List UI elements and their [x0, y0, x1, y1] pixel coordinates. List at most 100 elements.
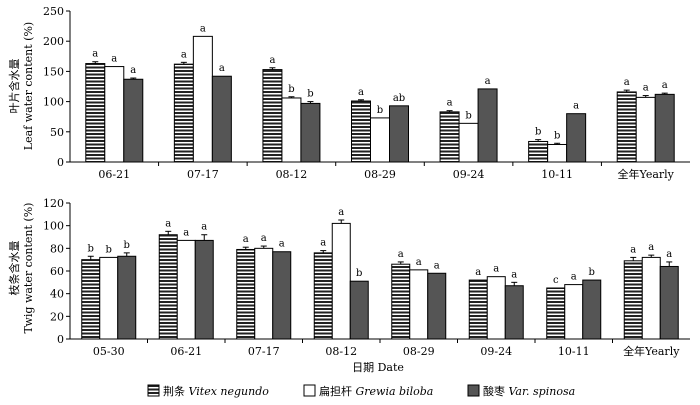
leaf-bar-vitex: [351, 100, 371, 163]
leaf-significance-label: a: [130, 65, 136, 76]
twig-category-label: 06-21: [170, 345, 202, 358]
leaf-bar-grewia: [458, 122, 479, 163]
leaf-y-tick-label: 150: [43, 65, 64, 78]
leaf-category-label: 08-12: [276, 168, 308, 181]
leaf-significance-label: a: [200, 23, 206, 34]
leaf-bar-grewia: [547, 143, 568, 163]
leaf-significance-label: b: [535, 127, 541, 138]
twig-bar-vitex: [623, 260, 643, 340]
twig-y-tick-label: 120: [43, 197, 64, 210]
leaf-significance-label: b: [465, 110, 471, 121]
leaf-category-label: 09-24: [453, 168, 485, 181]
leaf-y-axis-title: 叶片含水量 Leaf water content (%): [7, 22, 35, 150]
legend-swatch-vitex: [147, 384, 160, 397]
twig-bar-vitex: [391, 263, 411, 340]
twig-bar-ziziphus: [504, 285, 524, 340]
twig-category-label: 08-12: [325, 345, 357, 358]
leaf-significance-label: b: [554, 130, 560, 141]
leaf-bar-ziziphus: [211, 75, 232, 163]
leaf-y-tick-label: 50: [50, 126, 64, 139]
leaf-category-label: 08-29: [364, 168, 396, 181]
leaf-bar-ziziphus: [477, 88, 498, 163]
twig-significance-label: a: [279, 239, 285, 250]
leaf-significance-label: a: [358, 87, 364, 98]
twig-category-label: 07-17: [248, 345, 280, 358]
twig-bar-vitex: [236, 248, 256, 340]
legend-item-vitex: 荆条 Vitex negundo: [147, 384, 269, 398]
twig-significance-label: b: [356, 268, 362, 279]
twig-bar-vitex: [468, 279, 488, 340]
twig-bar-ziziphus: [427, 272, 447, 340]
leaf-significance-label: a: [643, 83, 649, 94]
twig-significance-label: b: [88, 243, 94, 254]
leaf-bar-vitex: [528, 140, 549, 163]
twig-bar-ziziphus: [117, 255, 137, 340]
legend-swatch-grewia: [303, 384, 316, 397]
leaf-bar-grewia: [635, 96, 656, 163]
leaf-bar-grewia: [370, 117, 390, 163]
twig-y-title-en: Twig water content (%): [22, 203, 35, 334]
leaf-bar-vitex: [173, 63, 194, 163]
leaf-bar-ziziphus: [566, 113, 587, 163]
twig-category-label: 05-30: [93, 345, 125, 358]
leaf-category-label: 10-11: [541, 168, 573, 181]
leaf-significance-label: a: [662, 80, 668, 91]
twig-significance-label: c: [553, 275, 559, 286]
leaf-significance-label: a: [111, 54, 117, 65]
twig-significance-label: a: [261, 233, 267, 244]
leaf-category-label: 全年Yearly: [618, 167, 675, 181]
leaf-significance-label: a: [447, 98, 453, 109]
twig-y-tick-label: 0: [57, 333, 64, 346]
twig-significance-label: a: [398, 249, 404, 260]
twig-significance-label: a: [630, 244, 636, 255]
twig-bar-vitex: [313, 252, 333, 340]
twig-significance-label: a: [165, 218, 171, 229]
twig-significance-label: a: [493, 264, 499, 275]
twig-significance-label: a: [648, 242, 654, 253]
twig-significance-label: a: [320, 238, 326, 249]
twig-category-label: 09-24: [480, 345, 512, 358]
twig-significance-label: b: [124, 240, 130, 251]
twig-bar-grewia: [99, 256, 119, 340]
leaf-y-tick-label: 200: [43, 35, 64, 48]
twig-bar-ziziphus: [272, 251, 292, 340]
twig-significance-label: a: [243, 234, 249, 245]
twig-category-label: 全年Yearly: [623, 344, 680, 358]
twig-significance-label: a: [475, 267, 481, 278]
twig-bar-ziziphus: [659, 265, 679, 340]
twig-chart: 枝条含水量 Twig water content (%) 0 20 40 60 80 10…: [7, 197, 690, 374]
twig-bar-vitex: [546, 287, 566, 340]
twig-y-title-zh: 枝条含水量: [7, 241, 21, 296]
leaf-y-title-zh: 叶片含水量: [7, 59, 21, 114]
leaf-y-tick-label: 250: [43, 5, 64, 18]
leaf-bar-ziziphus: [123, 78, 144, 163]
leaf-chart: 叶片含水量 Leaf water content (%) 0 50 100 150 20…: [7, 5, 690, 181]
leaf-category-label: 07-17: [187, 168, 219, 181]
leaf-bar-vitex: [85, 63, 106, 163]
twig-bar-vitex: [158, 234, 178, 340]
leaf-bar-grewia: [281, 97, 302, 163]
leaf-bar-vitex: [616, 91, 637, 163]
twig-y-tick-label: 60: [50, 265, 64, 278]
twig-significance-label: b: [106, 244, 112, 255]
leaf-significance-label: a: [485, 76, 491, 87]
twig-y-axis-title: 枝条含水量 Twig water content (%): [7, 203, 35, 334]
twig-bar-ziziphus: [582, 279, 602, 340]
twig-bar-grewia: [254, 247, 274, 340]
leaf-significance-label: a: [269, 55, 275, 66]
leaf-y-tick-label: 0: [57, 156, 64, 169]
twig-bar-grewia: [486, 276, 506, 340]
twig-significance-label: a: [511, 269, 517, 280]
twig-significance-label: a: [416, 257, 422, 268]
twig-y-tick-label: 20: [50, 310, 64, 323]
legend-label-grewia: 扁担杆 Grewia biloba: [319, 384, 433, 398]
twig-category-label: 10-11: [558, 345, 590, 358]
twig-bar-vitex: [81, 259, 101, 340]
twig-significance-label: a: [434, 260, 440, 271]
leaf-bar-vitex: [439, 111, 460, 163]
leaf-bar-ziziphus: [654, 93, 675, 163]
leaf-bar-grewia: [192, 35, 213, 163]
legend-swatch-ziziphus: [467, 384, 480, 397]
